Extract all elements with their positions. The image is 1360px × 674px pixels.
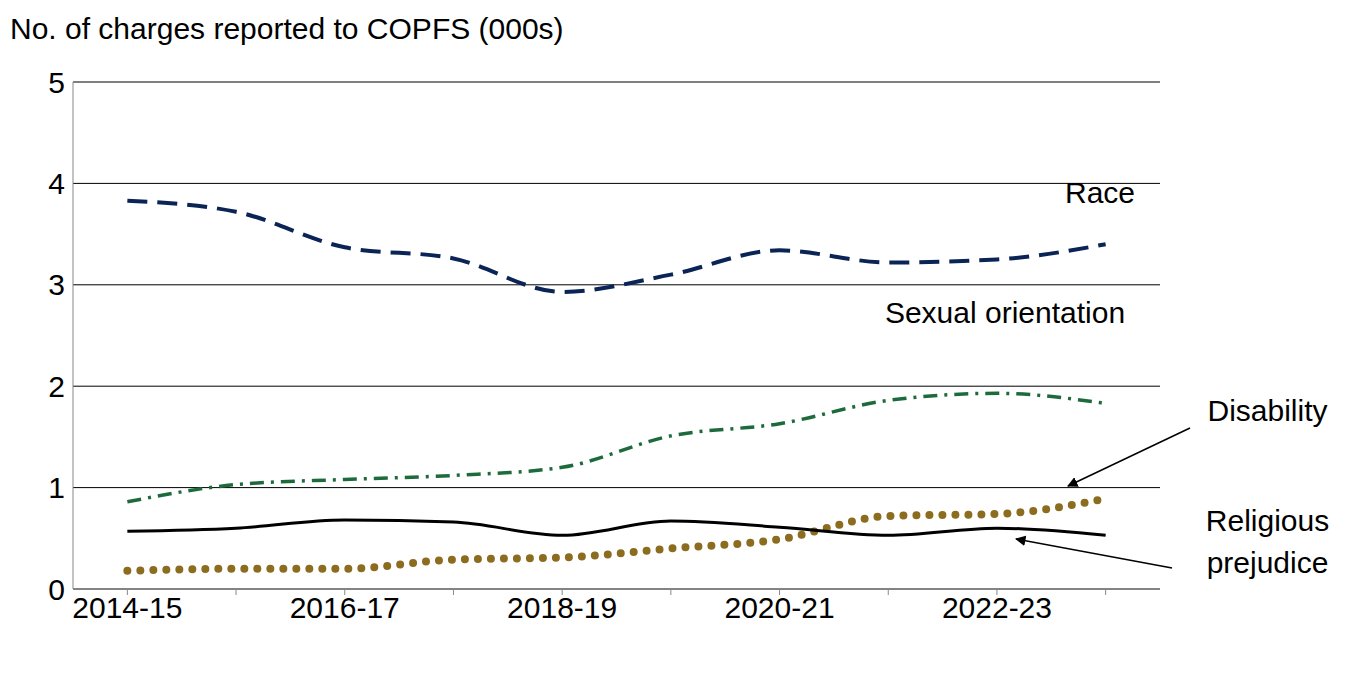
svg-text:2022-23: 2022-23	[942, 591, 1052, 624]
svg-text:1: 1	[48, 471, 65, 504]
svg-text:2018-19: 2018-19	[507, 591, 617, 624]
svg-text:5: 5	[48, 66, 65, 99]
svg-text:4: 4	[48, 167, 65, 200]
svg-text:2: 2	[48, 370, 65, 403]
svg-text:0: 0	[48, 573, 65, 606]
svg-text:2014-15: 2014-15	[72, 591, 182, 624]
html-text:Sexual orientation: Sexual orientation	[884, 296, 1126, 329]
html-text:Religious prejudice: Religious prejudice	[1205, 504, 1330, 579]
html-text:No. of charges reported to COP: No. of charges reported to COPFS (000s)	[10, 12, 564, 45]
svg-text:3: 3	[48, 268, 65, 301]
svg-text:2016-17: 2016-17	[290, 591, 400, 624]
html-text:Disability: Disability	[1207, 394, 1328, 427]
svg-text:2020-21: 2020-21	[724, 591, 834, 624]
html-text:Race: Race	[1065, 176, 1135, 209]
